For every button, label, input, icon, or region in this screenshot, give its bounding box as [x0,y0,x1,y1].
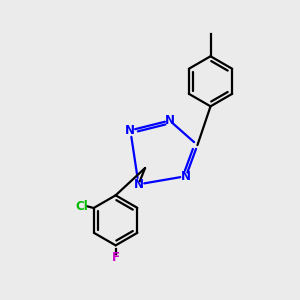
Text: N: N [165,114,175,127]
Text: Cl: Cl [75,200,88,213]
Text: F: F [112,250,120,264]
Text: N: N [181,170,191,183]
Text: N: N [125,124,135,137]
Text: N: N [134,178,143,191]
